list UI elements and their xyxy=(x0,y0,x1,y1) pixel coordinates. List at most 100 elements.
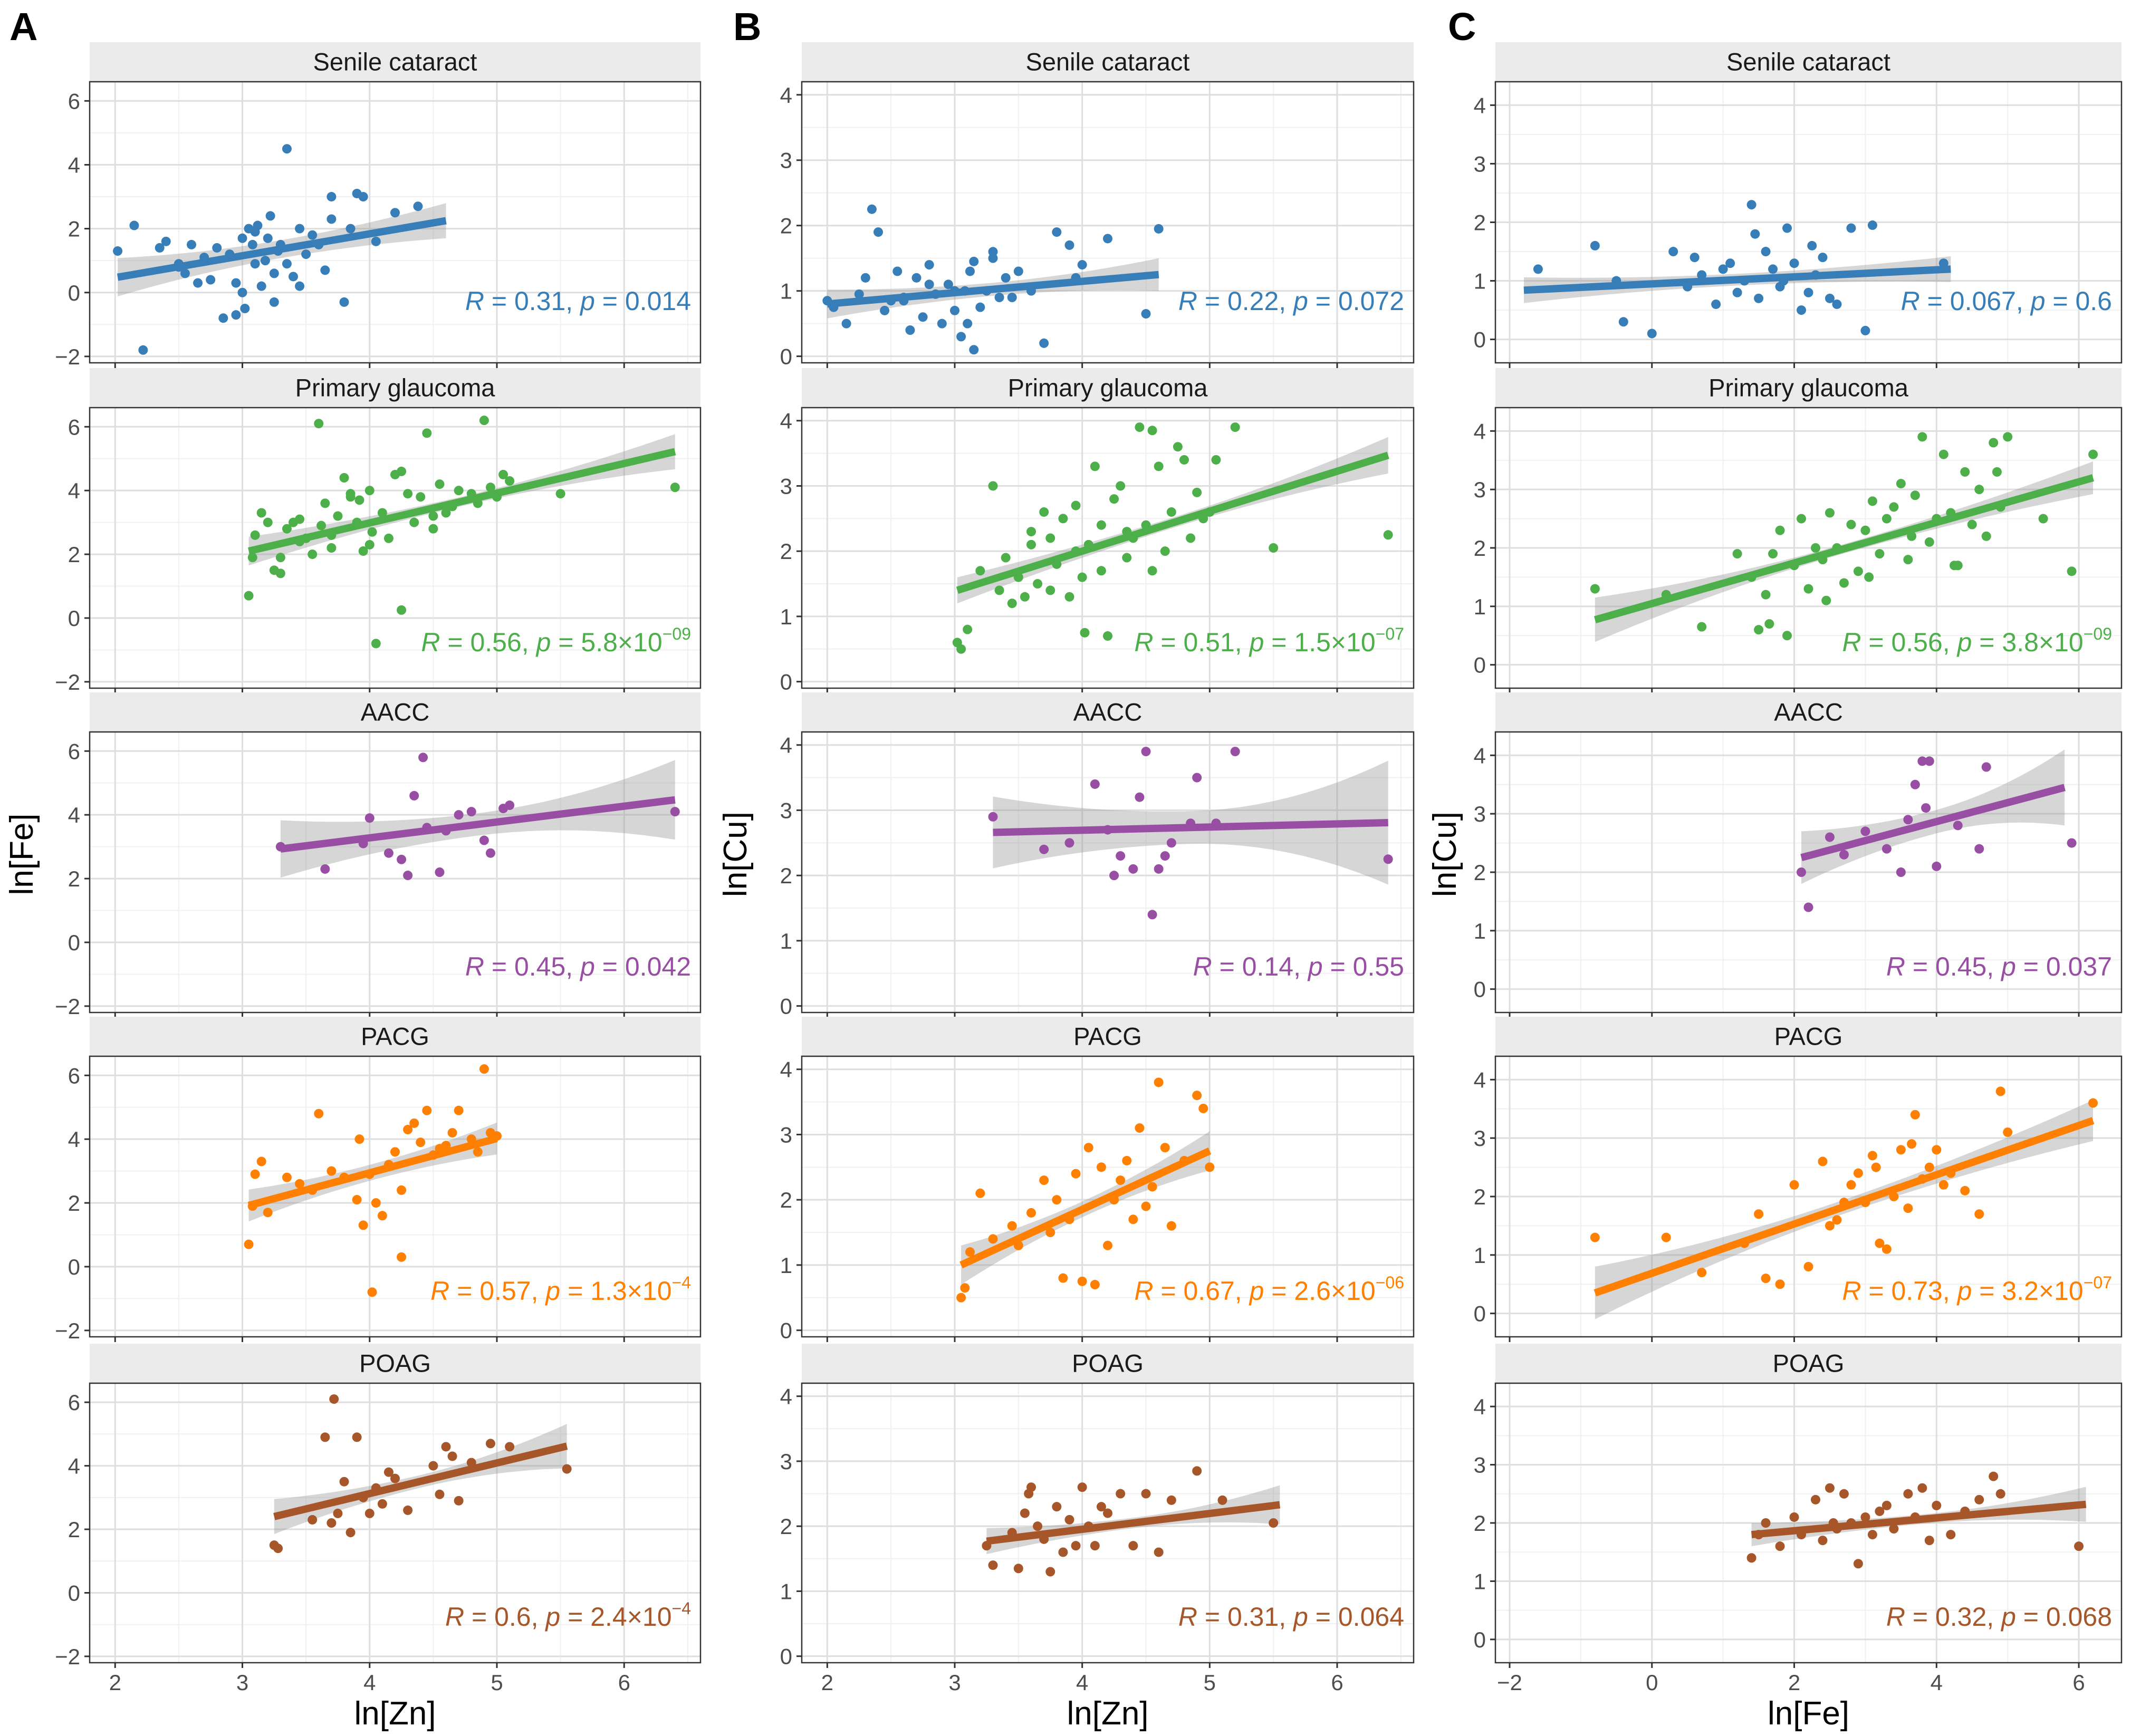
data-point xyxy=(1668,247,1678,257)
y-tick-label: 0 xyxy=(1474,327,1486,352)
data-point xyxy=(1995,1489,2005,1499)
data-point xyxy=(1867,220,1877,230)
y-tick-label: 0 xyxy=(780,670,792,695)
annotation-exponent: −4 xyxy=(672,1273,691,1292)
correlation-annotation: R = 0.6, p = 2.4×10−4 xyxy=(445,1599,691,1632)
data-point xyxy=(1754,625,1764,635)
data-point xyxy=(1007,1221,1017,1231)
data-point xyxy=(969,345,979,355)
data-point xyxy=(397,1252,407,1262)
correlation-annotation: R = 0.22, p = 0.072 xyxy=(1178,286,1404,316)
data-point xyxy=(409,790,419,801)
regression-line xyxy=(827,271,1159,308)
y-tick-label: 2 xyxy=(780,539,792,564)
y-tick-label: 0 xyxy=(780,994,792,1019)
data-point xyxy=(1818,1536,1828,1546)
data-point xyxy=(447,1128,457,1138)
y-tick-label: 3 xyxy=(780,148,792,173)
data-point xyxy=(1938,1180,1948,1190)
data-point xyxy=(1974,485,1984,495)
data-point xyxy=(1077,1482,1087,1492)
y-tick-label: 2 xyxy=(780,1188,792,1212)
plot-area xyxy=(90,82,700,363)
panel-border xyxy=(1494,1382,2123,1664)
y-tick-label: 4 xyxy=(1474,419,1486,443)
gridlines xyxy=(90,1383,700,1663)
data-point xyxy=(841,319,851,329)
panel-border xyxy=(1494,731,2123,1014)
y-tick-label: 4 xyxy=(780,83,792,108)
regression-line xyxy=(1594,1117,2095,1297)
data-point xyxy=(473,1147,483,1157)
data-point xyxy=(1211,455,1221,465)
data-point xyxy=(1077,572,1087,582)
data-point xyxy=(1141,1489,1151,1499)
data-point xyxy=(1797,305,1807,315)
annotation-part: 0.73 xyxy=(1891,1276,1942,1306)
panel-letter-c: C xyxy=(1448,5,1476,49)
y-tick-label: 4 xyxy=(68,152,80,177)
plot-area xyxy=(90,1056,700,1337)
annotation-part: 0.51 xyxy=(1183,628,1234,657)
data-point xyxy=(454,1105,464,1115)
data-point xyxy=(975,566,985,576)
annotation-part: = xyxy=(464,1602,494,1632)
data-point xyxy=(1064,592,1074,602)
annotation-part: 0.45 xyxy=(1935,952,1986,981)
data-point xyxy=(1217,1495,1227,1505)
regression-line xyxy=(247,1135,498,1209)
data-point xyxy=(1875,549,1885,559)
data-point xyxy=(295,281,305,291)
data-point xyxy=(1128,1214,1138,1224)
data-point xyxy=(1903,815,1913,825)
panel-title: Primary glaucoma xyxy=(1008,374,1208,402)
data-point xyxy=(358,1220,368,1230)
y-tick-label: 1 xyxy=(1474,919,1486,943)
data-point xyxy=(339,297,349,307)
x-axis-label: ln[Fe] xyxy=(1768,1695,1849,1732)
y-tick-label: 4 xyxy=(1474,93,1486,118)
annotation-exponent: −07 xyxy=(1376,624,1404,643)
data-point xyxy=(1718,264,1728,274)
y-tick-label: 4 xyxy=(68,1454,80,1479)
data-point xyxy=(1825,293,1835,303)
panel-letter-b: B xyxy=(733,5,761,49)
scatter-points xyxy=(952,422,1393,654)
annotation-part: 0.14 xyxy=(1242,952,1293,981)
y-tick-label: 1 xyxy=(1474,1243,1486,1268)
data-point xyxy=(1818,1156,1828,1166)
data-point xyxy=(1860,1512,1870,1522)
annotation-part: = xyxy=(1197,1602,1227,1632)
data-point xyxy=(447,1451,457,1461)
data-point xyxy=(339,1477,349,1487)
data-point xyxy=(1166,507,1176,517)
annotation-part: R xyxy=(1178,1602,1197,1632)
annotation-part: R xyxy=(465,286,484,316)
data-point xyxy=(377,1499,387,1509)
data-point xyxy=(994,585,1004,595)
y-tick-label: 4 xyxy=(780,409,792,433)
panel-strip xyxy=(802,368,1414,408)
data-point xyxy=(960,1283,970,1293)
data-point xyxy=(1825,1221,1835,1231)
data-point xyxy=(1045,1567,1055,1577)
data-point xyxy=(466,807,476,817)
data-point xyxy=(1853,566,1863,576)
data-point xyxy=(1882,514,1892,524)
y-tick-label: 3 xyxy=(1474,1453,1486,1478)
panel-strip xyxy=(802,42,1414,82)
panel-aacc-a: AACC −2 0 2 4 6 R = 0.45, p = 0.042 xyxy=(55,692,702,1019)
correlation-annotation: R = 0.57, p = 1.3×10−4 xyxy=(430,1273,691,1306)
y-tick-label: 0 xyxy=(68,281,80,305)
data-point xyxy=(1853,1168,1863,1178)
data-point xyxy=(1122,553,1132,563)
annotation-exponent: −06 xyxy=(1376,1273,1404,1292)
x-tick-label: 4 xyxy=(363,1670,376,1695)
data-point xyxy=(1230,747,1240,757)
data-point xyxy=(988,247,998,257)
annotation-part: = xyxy=(1861,628,1891,657)
plot-area xyxy=(90,408,700,688)
panel-strip xyxy=(1495,1017,2122,1056)
panel-primary-glaucoma-b: Primary glaucoma 0 1 2 3 4 R = 0.51, p = 1.5×1… xyxy=(780,368,1415,695)
data-point xyxy=(1746,1553,1756,1563)
